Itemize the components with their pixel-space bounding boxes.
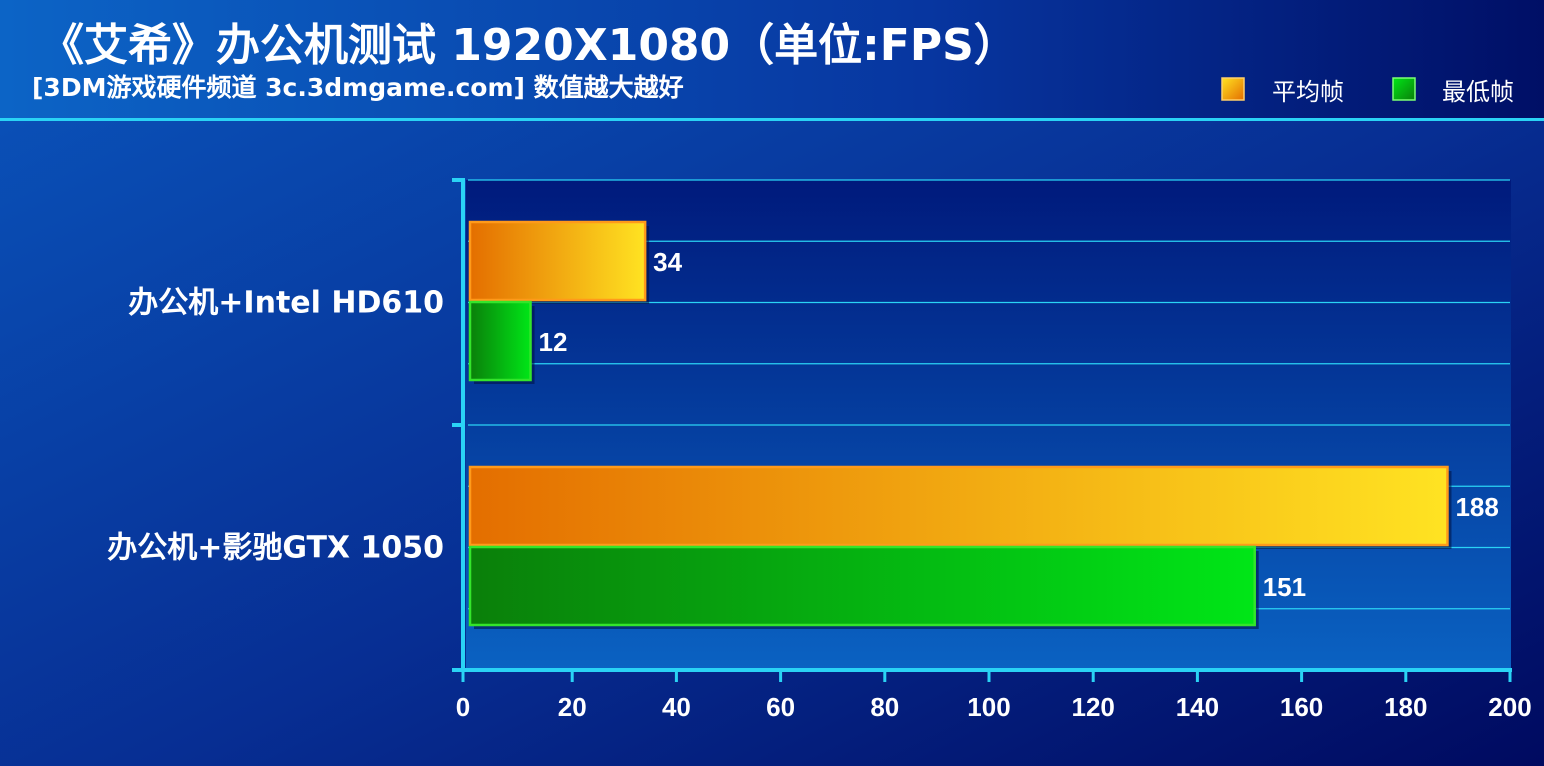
x-tick-label: 100 — [967, 692, 1010, 722]
legend-label-min: 最低帧 — [1442, 78, 1514, 106]
x-axis — [452, 178, 1512, 682]
x-tick-label: 0 — [456, 692, 470, 722]
value-label: 151 — [1263, 572, 1306, 602]
bar-min — [468, 545, 1256, 627]
x-tick-label: 140 — [1176, 692, 1219, 722]
value-label: 188 — [1455, 492, 1498, 522]
x-tick-label: 80 — [870, 692, 899, 722]
legend-swatch-avg — [1221, 77, 1245, 101]
header-band — [0, 0, 1544, 120]
x-tick-label: 180 — [1384, 692, 1427, 722]
legend: 平均帧 最低帧 — [1221, 77, 1514, 106]
value-label: 34 — [653, 247, 682, 277]
bar-avg — [468, 465, 1449, 547]
category-label: 办公机+影驰GTX 1050 — [107, 531, 444, 566]
chart-subtitle: [3DM游戏硬件频道 3c.3dmgame.com] 数值越大越好 — [32, 73, 684, 102]
x-tick-label: 200 — [1488, 692, 1531, 722]
value-label: 12 — [539, 327, 568, 357]
x-tick-label: 60 — [766, 692, 795, 722]
labels: 34 12 办公机+Intel HD610 188 151 办公机+影驰GTX 1050 0… — [107, 247, 1531, 722]
category-label: 办公机+Intel HD610 — [128, 286, 444, 321]
bar-min — [468, 300, 532, 382]
x-tick-label: 20 — [558, 692, 587, 722]
bars — [468, 220, 1452, 629]
x-tick-label: 160 — [1280, 692, 1323, 722]
bar-avg — [468, 220, 647, 302]
chart-title: 《艾希》办公机测试 1920X1080（单位:FPS） — [40, 20, 1018, 71]
legend-label-avg: 平均帧 — [1272, 78, 1344, 106]
x-tick-label: 40 — [662, 692, 691, 722]
x-tick-label: 120 — [1072, 692, 1115, 722]
header-divider — [0, 118, 1544, 121]
legend-swatch-min — [1392, 77, 1416, 101]
